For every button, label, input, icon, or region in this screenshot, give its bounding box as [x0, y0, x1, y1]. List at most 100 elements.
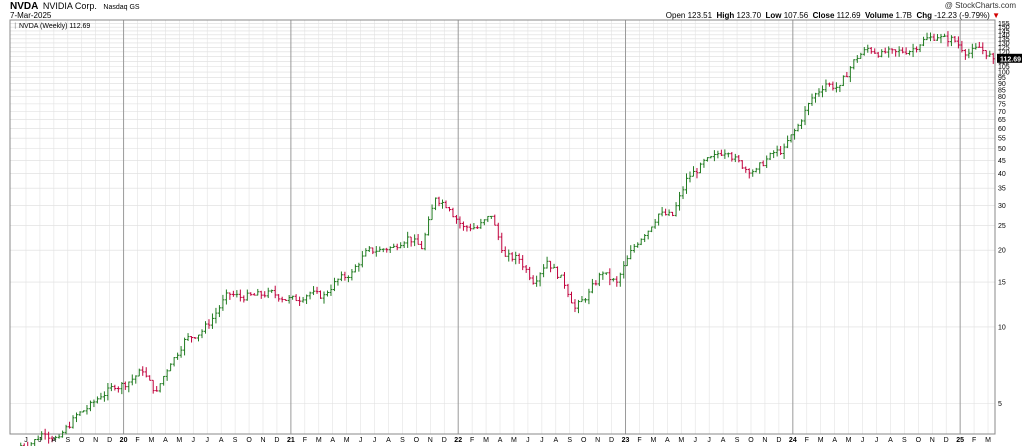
close-label: Close [812, 11, 835, 20]
plot-frame [9, 19, 996, 435]
weekly-bar [991, 52, 995, 64]
weekly-bar [406, 231, 410, 248]
weekly-bar [30, 442, 33, 446]
weekly-bar [949, 35, 953, 47]
weekly-bar [925, 32, 929, 41]
weekly-bar [423, 232, 427, 251]
weekly-bar [653, 218, 657, 229]
weekly-bar [479, 218, 483, 229]
weekly-bar [869, 47, 873, 54]
x-tick-label: M [650, 437, 656, 444]
weekly-bar [252, 292, 256, 296]
weekly-bar [709, 155, 713, 159]
weekly-bar [915, 46, 919, 53]
x-tick-label: J [861, 437, 865, 444]
weekly-bar [768, 152, 772, 161]
weekly-bar [475, 225, 479, 229]
weekly-bar [249, 292, 253, 296]
weekly-bar [566, 283, 570, 298]
weekly-bar [549, 260, 553, 273]
weekly-bar [420, 241, 424, 250]
x-tick-label: M [985, 437, 991, 444]
weekly-bar [68, 421, 72, 429]
weekly-bar [531, 275, 535, 285]
weekly-bar [277, 294, 281, 302]
weekly-bar [674, 202, 678, 217]
x-tick-label: S [902, 437, 907, 444]
weekly-bar [855, 55, 859, 63]
x-tick-label: F [637, 437, 641, 444]
weekly-bar [217, 305, 221, 318]
weekly-bar [165, 369, 169, 381]
weekly-bar [263, 291, 267, 298]
weekly-bar [228, 292, 232, 300]
open-value: 123.51 [687, 11, 713, 20]
weekly-bar [193, 337, 197, 340]
weekly-bar [437, 196, 441, 207]
x-tick-label: J [693, 437, 697, 444]
x-tick-label: 23 [622, 437, 630, 444]
weekly-bar [650, 226, 654, 233]
x-tick-label: M [818, 437, 824, 444]
chart-date: 7-Mar-2025 [10, 11, 52, 20]
symbol: NVDA [10, 1, 39, 12]
weekly-bar [779, 145, 783, 156]
weekly-bar [447, 206, 451, 212]
weekly-bar [134, 375, 138, 384]
weekly-bar [859, 52, 863, 59]
x-tick-label: 25 [956, 437, 964, 444]
weekly-bar [343, 271, 347, 281]
weekly-bar [301, 296, 305, 303]
weekly-bar [911, 43, 915, 58]
weekly-bar [852, 59, 856, 70]
weekly-bar [597, 272, 601, 287]
weekly-bar [636, 242, 640, 248]
x-tick-label: J [526, 437, 530, 444]
weekly-bar [524, 264, 528, 273]
x-tick-label: A [52, 437, 57, 444]
weekly-bar [381, 248, 385, 253]
weekly-bar [357, 262, 361, 272]
weekly-bar [622, 261, 626, 279]
weekly-bar [904, 47, 908, 55]
y-tick-label: 25 [998, 223, 1006, 230]
weekly-bar [615, 276, 619, 287]
weekly-bar [238, 289, 242, 302]
x-tick-label: F [470, 437, 474, 444]
y-tick-label: 90 [998, 81, 1006, 88]
weekly-bar [402, 241, 406, 249]
weekly-bar [678, 191, 682, 211]
weekly-bar [848, 66, 852, 83]
weekly-bar [451, 207, 455, 218]
weekly-bar [360, 251, 364, 268]
chart-legend: ᛁ NVDA (Weekly) 112.69 [13, 22, 90, 30]
weekly-bar [427, 216, 431, 236]
weekly-bar [64, 424, 68, 435]
weekly-bar [935, 33, 939, 41]
weekly-bar [332, 277, 336, 292]
weekly-bar [667, 209, 671, 217]
weekly-bar [207, 319, 211, 329]
weekly-bar [294, 294, 298, 302]
weekly-bar [657, 213, 661, 226]
weekly-bar [61, 430, 65, 438]
weekly-bar [367, 246, 371, 252]
x-tick-label: N [428, 437, 433, 444]
weekly-bar [862, 46, 866, 56]
weekly-bar [43, 428, 47, 440]
y-tick-label: 130 [998, 40, 1010, 47]
weekly-bar [542, 264, 546, 278]
weekly-bar [751, 169, 755, 177]
weekly-bar [71, 415, 75, 429]
weekly-bar [221, 294, 225, 311]
x-tick-label: A [498, 437, 503, 444]
weekly-bar [486, 215, 490, 223]
weekly-bar [981, 42, 985, 55]
weekly-bar [325, 290, 329, 297]
weekly-bar [960, 40, 964, 53]
x-tick-label: M [344, 437, 350, 444]
weekly-bar [36, 435, 40, 441]
x-tick-label: A [832, 437, 837, 444]
weekly-bar [576, 299, 580, 314]
chart-header: NVDA NVIDIA Corp. Nasdaq GS [10, 1, 140, 13]
